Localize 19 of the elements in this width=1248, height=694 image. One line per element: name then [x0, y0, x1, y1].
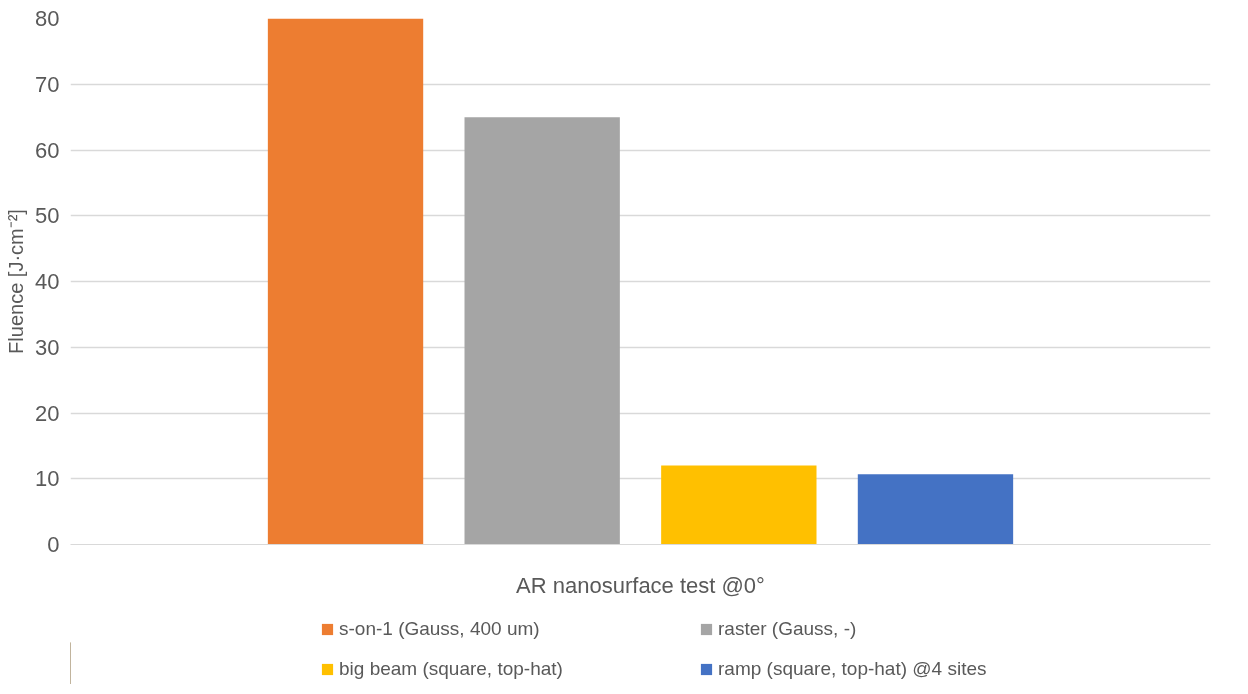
bar [661, 465, 817, 545]
bar [267, 18, 424, 545]
y-tick-label: 60 [35, 137, 60, 163]
legend-label: s-on-1 (Gauss, 400 um) [339, 618, 541, 640]
y-axis-title: Fluence [J·cm⁻²] [5, 209, 28, 354]
legend-label: big beam (square, top-hat) [339, 658, 564, 680]
legend-label: ramp (square, top-hat) @4 sites [718, 658, 988, 680]
y-tick-label: 50 [35, 203, 60, 229]
y-tick-label: 40 [35, 269, 60, 294]
y-tick-label: 30 [35, 334, 60, 360]
legend-label: raster (Gauss, -) [718, 618, 858, 640]
y-tick-label: 80 [35, 6, 60, 31]
bar [464, 117, 620, 545]
y-tick-label: 10 [35, 466, 60, 492]
bar [857, 474, 1014, 545]
y-tick-label: 20 [35, 400, 60, 426]
x-tick-label: AR nanosurface test @0° [516, 572, 765, 598]
y-tick-label: 0 [47, 532, 60, 557]
y-tick-label: 70 [35, 71, 60, 97]
